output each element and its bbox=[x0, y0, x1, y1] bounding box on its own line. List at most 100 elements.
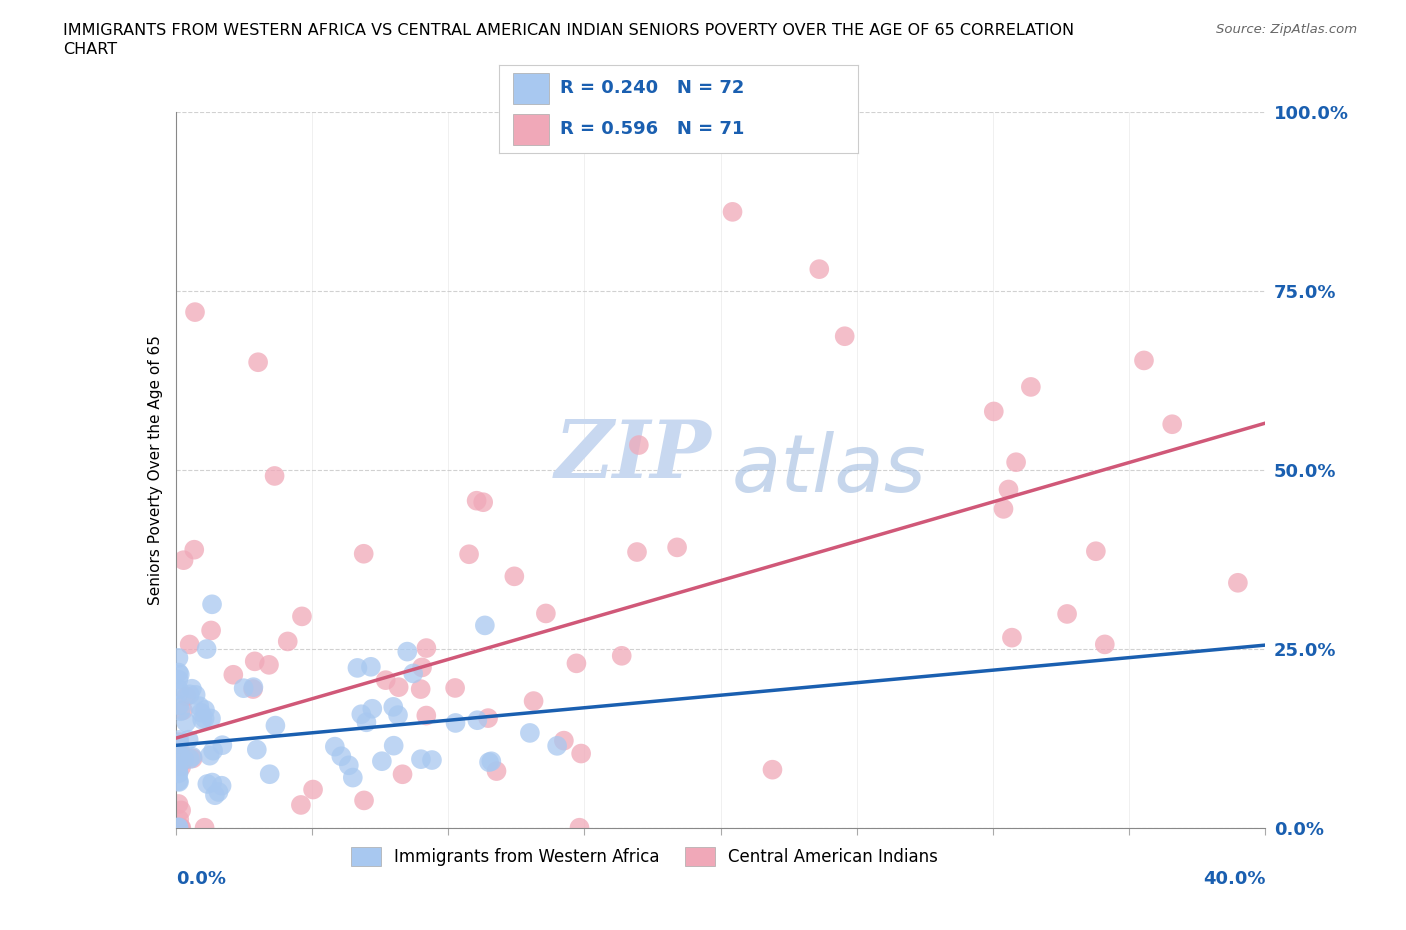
Point bbox=[411, 660, 433, 675]
Point bbox=[172, 703, 194, 718]
Point bbox=[353, 546, 375, 561]
Point bbox=[170, 760, 193, 775]
Point bbox=[834, 329, 856, 344]
Point bbox=[200, 711, 222, 726]
Point bbox=[167, 746, 190, 761]
Point bbox=[169, 698, 191, 712]
Point bbox=[243, 654, 266, 669]
Point bbox=[169, 749, 191, 764]
Point bbox=[458, 547, 481, 562]
Point bbox=[184, 687, 207, 702]
Point bbox=[257, 658, 280, 672]
Point bbox=[167, 765, 190, 780]
Point bbox=[553, 733, 575, 748]
Point bbox=[181, 751, 204, 766]
Point bbox=[1056, 606, 1078, 621]
Point bbox=[997, 482, 1019, 497]
Point bbox=[523, 694, 546, 709]
Point bbox=[360, 659, 382, 674]
Point bbox=[1094, 637, 1116, 652]
Point bbox=[485, 764, 508, 778]
Point bbox=[232, 681, 254, 696]
Point bbox=[569, 746, 592, 761]
Point bbox=[167, 735, 190, 750]
Point bbox=[761, 763, 783, 777]
Text: 40.0%: 40.0% bbox=[1204, 870, 1265, 887]
Point bbox=[167, 665, 190, 680]
Point bbox=[172, 754, 194, 769]
Point bbox=[181, 682, 204, 697]
Point bbox=[184, 305, 207, 320]
Point bbox=[808, 261, 831, 276]
Point bbox=[290, 798, 312, 813]
Point bbox=[176, 689, 198, 704]
Text: IMMIGRANTS FROM WESTERN AFRICA VS CENTRAL AMERICAN INDIAN SENIORS POVERTY OVER T: IMMIGRANTS FROM WESTERN AFRICA VS CENTRA… bbox=[63, 23, 1074, 38]
Point bbox=[1084, 544, 1107, 559]
Point bbox=[222, 668, 245, 683]
Point bbox=[353, 793, 375, 808]
Point bbox=[211, 778, 233, 793]
Point bbox=[478, 755, 501, 770]
Point bbox=[627, 438, 650, 453]
Point bbox=[472, 495, 495, 510]
Point bbox=[167, 685, 190, 700]
Point bbox=[503, 569, 526, 584]
Point bbox=[198, 749, 221, 764]
Point bbox=[382, 699, 405, 714]
Point bbox=[467, 712, 489, 727]
Point bbox=[169, 744, 191, 759]
Point bbox=[465, 493, 488, 508]
Point bbox=[402, 666, 425, 681]
Point bbox=[391, 767, 413, 782]
Point bbox=[277, 634, 299, 649]
Point bbox=[350, 707, 373, 722]
Point bbox=[302, 782, 325, 797]
Point bbox=[207, 785, 229, 800]
Point bbox=[167, 737, 190, 751]
Point bbox=[479, 754, 502, 769]
Point bbox=[169, 704, 191, 719]
Point bbox=[167, 775, 190, 790]
Point bbox=[242, 682, 264, 697]
Point bbox=[263, 469, 285, 484]
Point bbox=[195, 642, 218, 657]
Point bbox=[477, 711, 499, 725]
Point bbox=[546, 738, 568, 753]
Y-axis label: Seniors Poverty Over the Age of 65: Seniors Poverty Over the Age of 65 bbox=[148, 335, 163, 604]
Point bbox=[610, 648, 633, 663]
Point bbox=[201, 775, 224, 790]
Point bbox=[330, 749, 353, 764]
Point bbox=[167, 650, 190, 665]
Point bbox=[474, 618, 496, 632]
Point bbox=[415, 708, 437, 723]
Point bbox=[568, 820, 591, 835]
Point bbox=[195, 777, 218, 791]
Point bbox=[396, 644, 419, 659]
Text: atlas: atlas bbox=[733, 431, 927, 509]
Point bbox=[444, 681, 467, 696]
Point bbox=[388, 680, 411, 695]
Point bbox=[519, 725, 541, 740]
Point bbox=[1133, 353, 1156, 368]
Point bbox=[246, 742, 269, 757]
Point bbox=[291, 609, 314, 624]
Point bbox=[259, 766, 281, 781]
Point bbox=[444, 715, 467, 730]
Point bbox=[993, 501, 1015, 516]
Point bbox=[211, 737, 233, 752]
Point bbox=[201, 597, 224, 612]
Point bbox=[167, 812, 190, 827]
Point bbox=[1019, 379, 1042, 394]
Point bbox=[167, 760, 190, 775]
Point bbox=[374, 672, 396, 687]
Point bbox=[167, 765, 190, 780]
Point bbox=[169, 820, 191, 835]
Point bbox=[242, 680, 264, 695]
Point bbox=[167, 774, 190, 789]
Point bbox=[382, 738, 405, 753]
Point bbox=[371, 754, 394, 769]
Point bbox=[188, 698, 211, 713]
Text: R = 0.596   N = 71: R = 0.596 N = 71 bbox=[560, 120, 744, 138]
Point bbox=[1001, 631, 1024, 645]
Point bbox=[323, 739, 346, 754]
